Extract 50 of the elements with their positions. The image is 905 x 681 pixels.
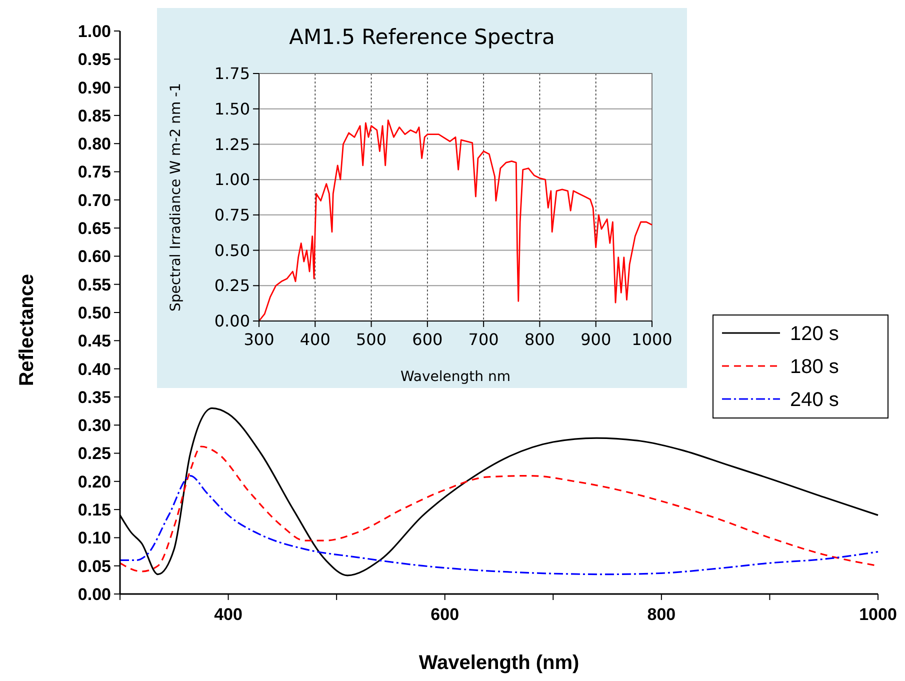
x-tick-label: 400 <box>300 330 330 349</box>
y-tick-label: 1.25 <box>214 134 250 154</box>
x-axis-title: Wavelength nm <box>400 369 511 385</box>
x-tick-label: 300 <box>244 330 274 349</box>
x-tick-label: 600 <box>412 330 443 349</box>
x-tick-label: 700 <box>468 330 499 349</box>
y-tick-label: 0.00 <box>214 312 250 331</box>
y-axis-title: Spectral Irradiance W m-2 nm -1 <box>168 83 184 312</box>
chart-title: AM1.5 Reference Spectra <box>289 25 555 49</box>
y-tick-label: 0.20 <box>78 472 111 492</box>
y-tick-label: 0.45 <box>78 332 111 351</box>
x-tick-label: 500 <box>356 330 387 349</box>
y-tick-label: 0.50 <box>78 303 111 322</box>
y-tick-label: 0.55 <box>78 275 111 294</box>
line-series <box>119 474 879 576</box>
y-tick-label: 0.70 <box>78 190 111 210</box>
y-tick-label: 0.40 <box>78 360 111 379</box>
y-tick-label: 0.35 <box>78 388 111 407</box>
y-tick-label: 1.50 <box>214 99 250 118</box>
y-axis-title: Reflectance <box>16 274 38 386</box>
x-tick-label: 900 <box>580 330 612 349</box>
y-tick-label: 0.95 <box>78 50 111 70</box>
y-tick-label: 0.75 <box>214 206 250 225</box>
y-tick-label: 1.75 <box>214 64 250 84</box>
x-tick-label: 800 <box>524 330 555 349</box>
x-tick-label: 400 <box>214 605 242 624</box>
y-tick-label: 1.00 <box>78 22 111 41</box>
x-tick-label: 1000 <box>632 330 672 349</box>
y-tick-label: 0.90 <box>78 78 111 98</box>
y-tick-label: 0.30 <box>78 416 111 436</box>
y-tick-label: 1.00 <box>214 170 250 190</box>
y-tick-label: 0.65 <box>78 219 111 238</box>
legend-label: 240 s <box>790 389 839 411</box>
y-tick-label: 0.25 <box>78 444 111 464</box>
y-tick-label: 0.15 <box>78 500 111 520</box>
y-tick-label: 0.60 <box>78 247 111 266</box>
y-tick-label: 0.80 <box>78 134 111 154</box>
y-tick-label: 0.25 <box>214 276 250 296</box>
y-tick-label: 0.85 <box>78 106 111 126</box>
x-tick-label: 800 <box>647 605 676 624</box>
x-axis-title: Wavelength (nm) <box>418 652 580 674</box>
x-tick-label: 1000 <box>859 605 897 624</box>
y-tick-label: 0.10 <box>78 528 111 548</box>
y-tick-label: 0.75 <box>78 162 111 182</box>
y-tick-label: 0.05 <box>78 556 111 576</box>
y-tick-label: 0.00 <box>78 584 111 604</box>
legend-label: 120 s <box>790 323 839 345</box>
legend-label: 180 s <box>790 356 839 378</box>
y-tick-label: 0.50 <box>214 240 250 260</box>
x-tick-label: 600 <box>430 605 460 624</box>
